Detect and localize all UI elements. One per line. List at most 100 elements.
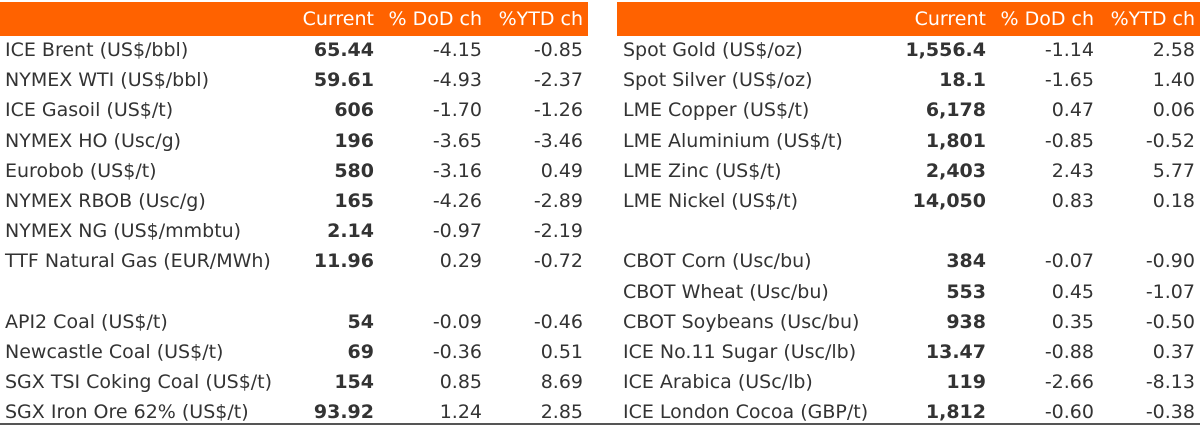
table-row: LME Zinc (US$/t) 2,403 2.43 5.77 (617, 157, 1200, 187)
spacer-row (0, 278, 588, 308)
row-label: LME Zinc (US$/t) (623, 159, 782, 182)
current-value: 65.44 (313, 39, 374, 61)
row-label: SGX TSI Coking Coal (US$/t) (5, 371, 273, 394)
left-table-header: Current % DoD ch %YTD ch (0, 2, 588, 36)
dod-change: -0.07 (1044, 250, 1094, 273)
row-label: NYMEX WTI (US$/bbl) (5, 69, 209, 92)
bottom-rule (0, 423, 1200, 425)
table-row: SGX Iron Ore 62% (US$/t) 93.92 1.24 2.85 (0, 398, 588, 428)
ytd-change: -1.26 (533, 99, 583, 122)
column-header-dod: % DoD ch (388, 8, 482, 30)
table-row: ICE London Cocoa (GBP/t) 1,812 -0.60 -0.38 (617, 398, 1200, 428)
table-row: ICE Arabica (USc/lb) 119 -2.66 -8.13 (617, 368, 1200, 398)
current-value: 165 (334, 189, 374, 212)
current-value: 2.14 (327, 220, 374, 243)
table-row: CBOT Wheat (Usc/bu) 553 0.45 -1.07 (617, 278, 1200, 308)
row-label: ICE Brent (US$/bbl) (5, 39, 189, 61)
right-table: Current % DoD ch %YTD ch Spot Gold (US$/… (617, 2, 1200, 428)
row-label: LME Copper (US$/t) (623, 99, 810, 122)
ytd-change: 0.51 (540, 340, 583, 363)
column-header-ytd: %YTD ch (498, 8, 583, 30)
dod-change: 0.45 (1051, 280, 1094, 303)
row-label: NYMEX RBOB (Usc/g) (5, 189, 206, 212)
table-row: ICE Brent (US$/bbl) 65.44 -4.15 -0.85 (0, 36, 588, 66)
row-label: Spot Gold (US$/oz) (623, 39, 803, 61)
ytd-change: -0.52 (1145, 129, 1195, 152)
table-row: LME Aluminium (US$/t) 1,801 -0.85 -0.52 (617, 127, 1200, 157)
current-value: 938 (946, 310, 986, 333)
ytd-change: 1.40 (1152, 69, 1195, 92)
dod-change: 0.29 (439, 250, 482, 273)
dod-change: 0.83 (1051, 189, 1094, 212)
column-header-ytd: %YTD ch (1110, 8, 1195, 30)
current-value: 14,050 (912, 189, 986, 212)
ytd-change: -3.46 (533, 129, 583, 152)
ytd-change: -8.13 (1145, 371, 1195, 394)
current-value: 54 (347, 310, 374, 333)
dod-change: -0.36 (432, 340, 482, 363)
current-value: 196 (334, 129, 374, 152)
row-label: API2 Coal (US$/t) (5, 310, 168, 333)
ytd-change: 2.85 (540, 401, 583, 424)
dod-change: -0.85 (1044, 129, 1094, 152)
table-row: NYMEX WTI (US$/bbl) 59.61 -4.93 -2.37 (0, 66, 588, 96)
current-value: 1,556.4 (905, 39, 986, 61)
table-row: Spot Silver (US$/oz) 18.1 -1.65 1.40 (617, 66, 1200, 96)
spacer-row (617, 217, 1200, 247)
dod-change: -4.26 (432, 189, 482, 212)
right-table-header: Current % DoD ch %YTD ch (617, 2, 1200, 36)
current-value: 1,801 (925, 129, 986, 152)
row-label: ICE No.11 Sugar (Usc/lb) (623, 340, 857, 363)
ytd-change: -0.50 (1145, 310, 1195, 333)
dod-change: 0.35 (1051, 310, 1094, 333)
ytd-change: 5.77 (1152, 159, 1195, 182)
ytd-change: 0.06 (1152, 99, 1195, 122)
ytd-change: -0.90 (1145, 250, 1195, 273)
current-value: 11.96 (313, 250, 374, 273)
current-value: 119 (946, 371, 986, 394)
dod-change: 2.43 (1051, 159, 1094, 182)
row-label: ICE London Cocoa (GBP/t) (623, 401, 869, 424)
dod-change: -3.16 (432, 159, 482, 182)
dod-change: 0.47 (1051, 99, 1094, 122)
dod-change: 1.24 (439, 401, 482, 424)
table-row: TTF Natural Gas (EUR/MWh) 11.96 0.29 -0.72 (0, 247, 588, 277)
table-row: CBOT Soybeans (Usc/bu) 938 0.35 -0.50 (617, 308, 1200, 338)
ytd-change: -2.37 (533, 69, 583, 92)
left-table: Current % DoD ch %YTD ch ICE Brent (US$/… (0, 2, 588, 428)
table-row: LME Copper (US$/t) 6,178 0.47 0.06 (617, 96, 1200, 126)
column-header-current: Current (302, 8, 374, 30)
ytd-change: -2.89 (533, 189, 583, 212)
ytd-change: -1.07 (1145, 280, 1195, 303)
dod-change: -1.14 (1044, 39, 1094, 61)
column-header-current: Current (914, 8, 986, 30)
row-label: SGX Iron Ore 62% (US$/t) (5, 401, 249, 424)
dod-change: -4.15 (432, 39, 482, 61)
current-value: 580 (334, 159, 374, 182)
dod-change: -2.66 (1044, 371, 1094, 394)
row-label: TTF Natural Gas (EUR/MWh) (5, 250, 271, 273)
ytd-change: -0.38 (1145, 401, 1195, 424)
table-row: API2 Coal (US$/t) 54 -0.09 -0.46 (0, 308, 588, 338)
row-label: CBOT Corn (Usc/bu) (623, 250, 812, 273)
current-value: 18.1 (939, 69, 986, 92)
ytd-change: 0.18 (1152, 189, 1195, 212)
row-label: NYMEX HO (Usc/g) (5, 129, 182, 152)
column-header-dod: % DoD ch (1000, 8, 1094, 30)
current-value: 553 (946, 280, 986, 303)
table-row: Spot Gold (US$/oz) 1,556.4 -1.14 2.58 (617, 36, 1200, 66)
table-row: ICE Gasoil (US$/t) 606 -1.70 -1.26 (0, 96, 588, 126)
current-value: 93.92 (313, 401, 374, 424)
row-label: Eurobob (US$/t) (5, 159, 157, 182)
table-row: NYMEX NG (US$/mmbtu) 2.14 -0.97 -2.19 (0, 217, 588, 247)
row-label: CBOT Soybeans (Usc/bu) (623, 310, 860, 333)
ytd-change: -0.72 (533, 250, 583, 273)
row-label: ICE Gasoil (US$/t) (5, 99, 174, 122)
dod-change: -0.60 (1044, 401, 1094, 424)
right-table-body: Spot Gold (US$/oz) 1,556.4 -1.14 2.58 Spot S… (617, 36, 1200, 428)
table-row: ICE No.11 Sugar (Usc/lb) 13.47 -0.88 0.37 (617, 338, 1200, 368)
left-table-body: ICE Brent (US$/bbl) 65.44 -4.15 -0.85 NYMEX … (0, 36, 588, 428)
table-row: SGX TSI Coking Coal (US$/t) 154 0.85 8.69 (0, 368, 588, 398)
ytd-change: 2.58 (1152, 39, 1195, 61)
dod-change: -0.09 (432, 310, 482, 333)
